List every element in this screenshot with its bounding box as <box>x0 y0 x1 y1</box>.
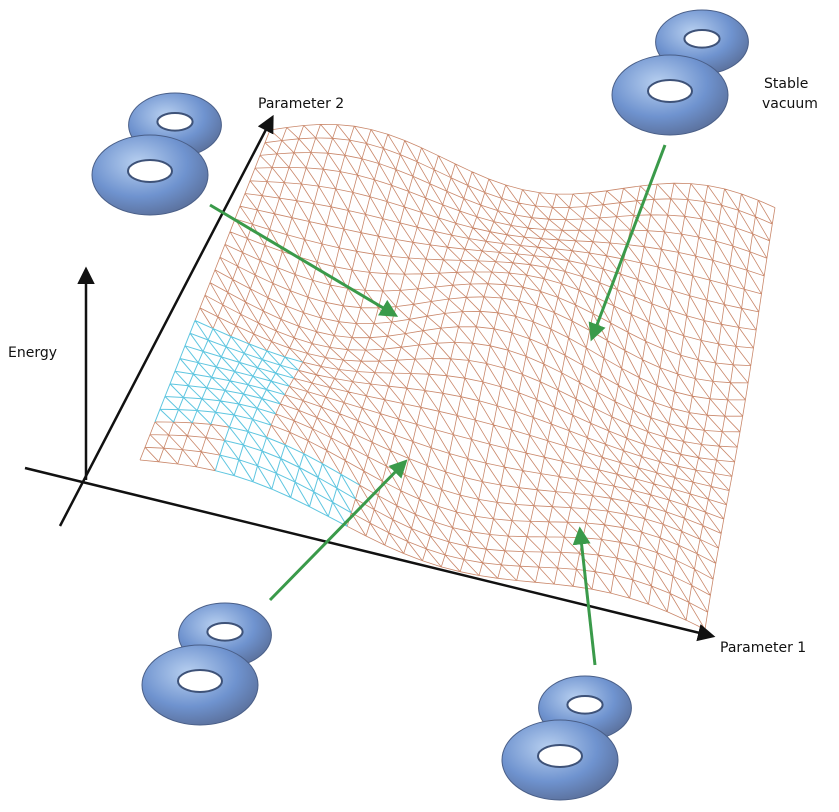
axis-label: Parameter 1 <box>720 640 806 656</box>
mesh-lines-highlight <box>154 320 360 527</box>
axis-label: Energy <box>8 345 57 361</box>
arrow <box>268 459 408 602</box>
torus-hole <box>683 29 721 49</box>
arrow <box>572 526 597 666</box>
parameter-1-axis <box>24 466 716 642</box>
torus <box>611 54 729 136</box>
torus <box>91 134 209 216</box>
torus-hole <box>177 669 223 693</box>
axis-label: Parameter 2 <box>258 96 344 112</box>
torus-hole <box>537 744 583 768</box>
torus <box>141 644 259 726</box>
pointer-arrows <box>209 144 667 666</box>
mesh-lines <box>139 124 776 630</box>
torus-hole <box>566 695 604 715</box>
torus-hole <box>206 622 244 642</box>
torus <box>501 719 619 801</box>
torus-hole <box>127 159 173 183</box>
annotation: vacuum <box>762 96 818 112</box>
torus-hole <box>156 112 194 132</box>
tori <box>91 9 749 801</box>
parameter-2-axis <box>58 114 274 527</box>
annotation: Stable <box>764 76 808 92</box>
arrow <box>588 144 667 342</box>
axes <box>24 114 716 642</box>
arrow <box>209 203 399 317</box>
energy-surface <box>139 124 776 630</box>
torus-hole <box>647 79 693 103</box>
